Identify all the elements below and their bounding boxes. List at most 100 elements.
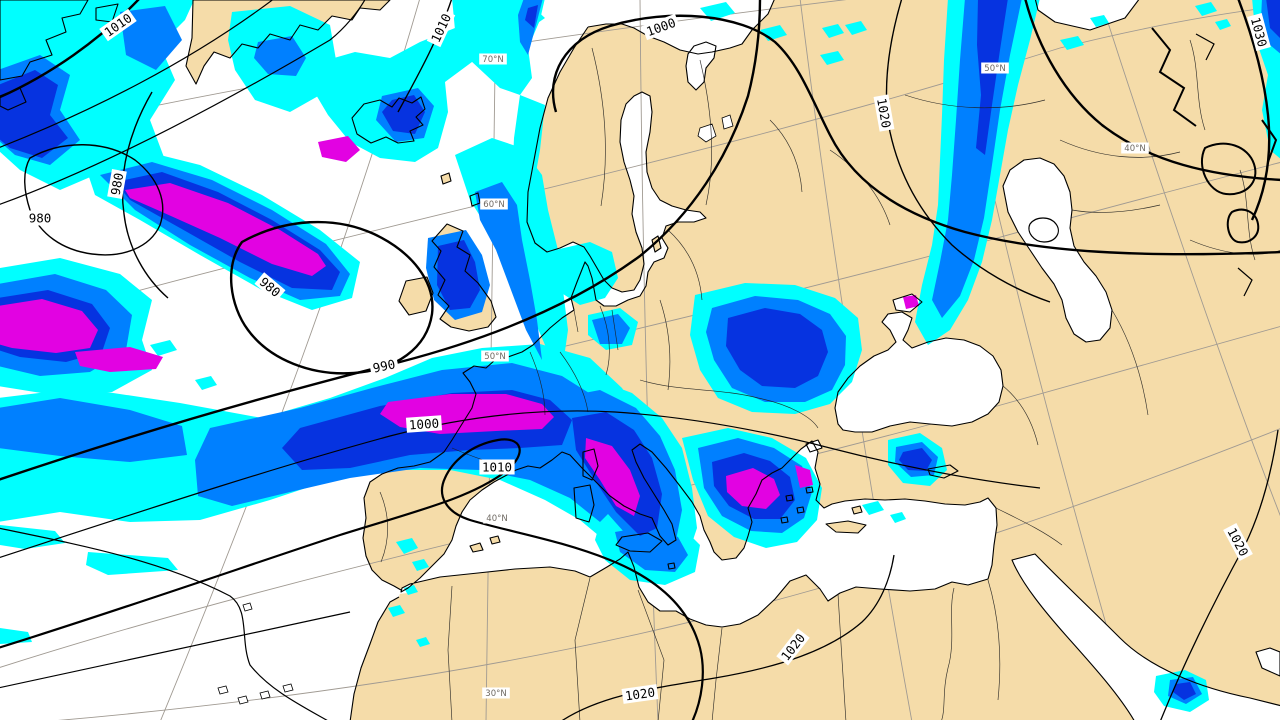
country-border [559,351,589,413]
precip-moderate-area [932,0,1022,318]
isobar-line [121,91,169,299]
mallorca-coast [469,542,484,553]
isobar-label-box [99,8,137,42]
faroe [441,173,451,184]
faroe-coast [440,172,452,185]
precip-heavy-area [899,448,932,471]
isobar-label: 1000 [405,415,443,433]
latitude-label: 40°N [1121,142,1149,154]
isobar-label-box [107,168,127,200]
isobar-line [551,14,1280,256]
isobar-line [24,144,164,256]
isobar-label: 1020 [873,94,895,132]
isobar-label-box [873,94,895,132]
latitude-label-box [482,687,510,699]
isobar-label-box [479,459,515,475]
precip-layer-intense [0,136,919,516]
precip-intense-area [318,136,360,162]
precip-light-area [150,340,177,356]
precip-heavy-area [976,0,1008,155]
terrain-contour [1261,119,1278,163]
white-sea [686,42,716,90]
precip-intense-area [75,347,163,372]
precip-light-area [1090,15,1109,27]
isobar-label-text: 1010 [482,460,512,475]
country-border [904,94,1046,109]
isobar-label-box [368,355,400,377]
latitude-label-box [483,512,511,524]
country-border [1111,309,1149,416]
precip-light-area [845,21,867,35]
crete [826,521,866,533]
aegean-isle-2-coast [796,506,805,514]
isobar-label-text: 1000 [408,415,439,432]
precip-intense-area [125,183,326,276]
terrain-contour [1226,208,1260,244]
mediterranean-sea-coast [400,440,998,628]
menorca [490,536,500,544]
precip-light-area [416,637,430,647]
country-border [574,577,591,720]
precip-moderate-area [120,6,182,70]
precip-intense-area [585,438,640,516]
latitude-label-text: 50°N [484,352,505,362]
isobar-label-text: 990 [371,356,396,375]
country-border [1002,385,1039,446]
sea-of-azov-coast [892,293,923,313]
country-border [447,585,453,720]
sardinia-coast [573,484,595,523]
country-border [941,587,955,720]
precip-light-area [388,605,405,617]
menorca-coast [489,535,501,545]
terrain-contour [1151,27,1197,127]
land-nw-corner-coast [0,0,89,81]
isobar-line [0,438,704,720]
precip-intense-area [0,299,98,353]
latitude-label-box [480,198,508,210]
crete-coast [825,520,867,534]
isobar-line [1028,217,1059,243]
precip-light-area [396,538,418,554]
precip-light-area [1060,36,1084,50]
isobar-label-box [641,13,681,41]
rhodes [852,506,862,514]
iceland-coast [351,96,426,144]
precip-intense-area [726,468,780,509]
caspian-sea [1003,158,1112,342]
country-border [995,507,1063,546]
morocco-west-coast-coast [349,596,400,720]
madeira-coast [242,602,253,612]
isobar-line [885,0,1051,303]
precip-light-area [1215,19,1231,30]
precip-moderate-area [592,314,630,344]
isobar-label: 980 [26,210,54,226]
precip-heavy-area [726,308,828,388]
isobar-label: 980 [107,168,127,200]
isobar-label-box [776,628,810,666]
isobar-line [0,0,366,205]
latitude-label: 70°N [479,53,507,65]
isobar-label-box [26,210,54,226]
isobar-label-box [254,272,286,302]
isobar-line [0,527,328,720]
precip-intense-area [795,465,813,488]
isobar-label: 1020 [621,684,659,704]
lake-onega-coast [721,114,734,130]
country-border [1059,139,1181,158]
country-border [837,593,847,720]
caspian-sea-coast [1002,157,1113,343]
country-border [573,309,579,333]
canary-4-coast [282,683,294,693]
meridian-7 [1100,0,1280,517]
latitude-label-text: 40°N [486,514,507,524]
precip-light-area [404,585,418,595]
latitude-label-text: 40°N [1124,144,1145,154]
precip-intense-area [903,295,919,309]
latitude-label: 30°N [482,687,510,699]
country-border [659,299,671,391]
great-britain-coast [431,223,497,332]
country-border [529,351,546,416]
sicily-coast [615,532,663,553]
